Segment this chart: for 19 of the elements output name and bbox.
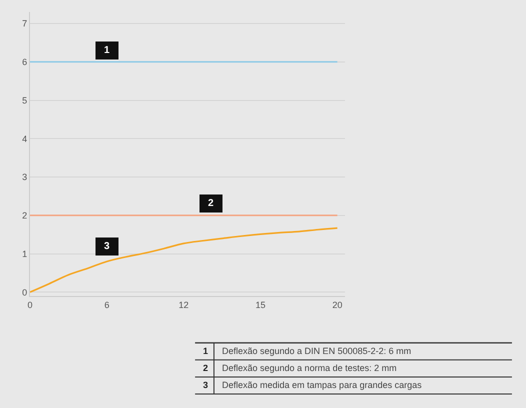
x-tick-label: 6 — [104, 300, 110, 310]
y-tick-label: 6 — [22, 57, 28, 68]
y-tick-label: 2 — [22, 210, 28, 221]
x-tick-label: 20 — [332, 300, 342, 310]
y-tick-label: 0 — [22, 287, 28, 298]
text: 1 Deflexão segundo a DIN EN 500085-2-2: 6 mm — [203, 346, 412, 356]
text: 3 Deflexão medida em tampas para grandes cargas — [203, 380, 422, 390]
x-tick-label: 15 — [255, 300, 266, 310]
y-tick-label: 5 — [22, 95, 28, 106]
y-tick-label: 7 — [22, 18, 28, 29]
x-tick-label: 12 — [178, 300, 189, 310]
line-series — [30, 227, 338, 293]
text: 2 Deflexão segundo a norma de testes: 2 mm — [203, 363, 397, 373]
annotation: 1 — [104, 45, 110, 56]
y-tick-label: 1 — [22, 248, 28, 259]
y-tick-label: 4 — [22, 134, 28, 144]
annotation: 2 — [208, 198, 214, 209]
y-tick-label: 3 — [22, 172, 28, 182]
annotation: 3 — [104, 241, 110, 252]
